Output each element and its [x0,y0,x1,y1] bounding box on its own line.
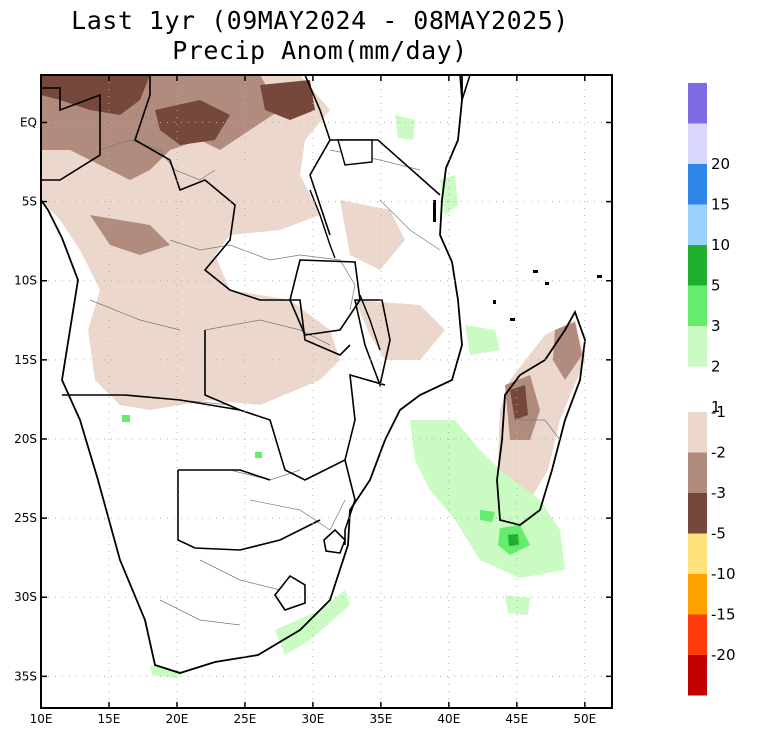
legend-swatch [688,614,707,655]
map-frame [40,74,613,709]
title-line-1: Last 1yr (09MAY2024 - 08MAY2025) [71,6,569,35]
color-legend: 20 15 10 5 3 2 1-1 -2 -3 -5 -10 -15 -20 [688,83,736,696]
legend-swatch [688,326,707,367]
tick-label-lon: 30E [301,712,324,726]
legend-label: 15 [711,196,730,214]
legend-swatch [688,574,707,615]
legend-swatch [688,164,707,205]
tick-label-lon: 10E [30,712,53,726]
tick-label-lon: 40E [437,712,460,726]
lake-tanganyika [309,189,336,259]
tick-label-lat: 5S [22,195,37,209]
legend-swatch [688,204,707,245]
tick-label-lat: 15S [14,353,37,367]
legend-label: -10 [711,565,736,583]
madagascar-coastline [496,309,586,526]
tick-label-lat: 35S [14,669,37,683]
africa-coastline [41,75,463,674]
tick-label-lat: EQ [20,115,37,129]
title-line-2: Precip Anom(mm/day) [172,36,468,65]
legend-label: -3 [711,484,726,502]
tick-label-lon: 50E [573,712,596,726]
tick-label-lat: 30S [14,590,37,604]
legend-label: 5 [711,277,721,295]
tick-label-lon: 35E [369,712,392,726]
legend-label: 20 [711,155,730,173]
tick-label-lat: 25S [14,511,37,525]
legend-label: 10 [711,236,730,254]
tick-label-lat: 20S [14,432,37,446]
legend-label: -2 [711,444,726,462]
tick-label-lat: 10S [14,274,37,288]
legend-swatch [688,533,707,574]
tick-label-lon: 25E [233,712,256,726]
legend-swatch [688,655,707,696]
axis-tick-labels: 10E 15E 20E 25E 30E 35E 40E 45E 50E EQ 5S 10S 15S 20S… [14,115,596,726]
wet-anomaly-shading [122,115,565,678]
legend-swatch [688,493,707,534]
legend-swatch [688,123,707,164]
legend-swatch [688,285,707,326]
legend-swatch [688,83,707,124]
tick-label-lon: 45E [505,712,528,726]
tick-label-lon: 15E [98,712,121,726]
legend-label: 2 [711,358,721,376]
axis-ticks [40,75,612,708]
legend-label: -5 [711,525,726,543]
legend-swatch [688,452,707,493]
legend-label: 1 [711,398,721,416]
island-marks [433,200,602,321]
legend-swatch [688,412,707,453]
lake-victoria [337,139,373,166]
lake-malawi [359,294,381,351]
legend-label: -15 [711,606,736,624]
legend-label: 3 [711,317,721,335]
tick-label-lon: 20E [166,712,189,726]
legend-label: -20 [711,646,736,664]
legend-label: -1 [711,403,726,421]
legend-swatch [688,245,707,286]
